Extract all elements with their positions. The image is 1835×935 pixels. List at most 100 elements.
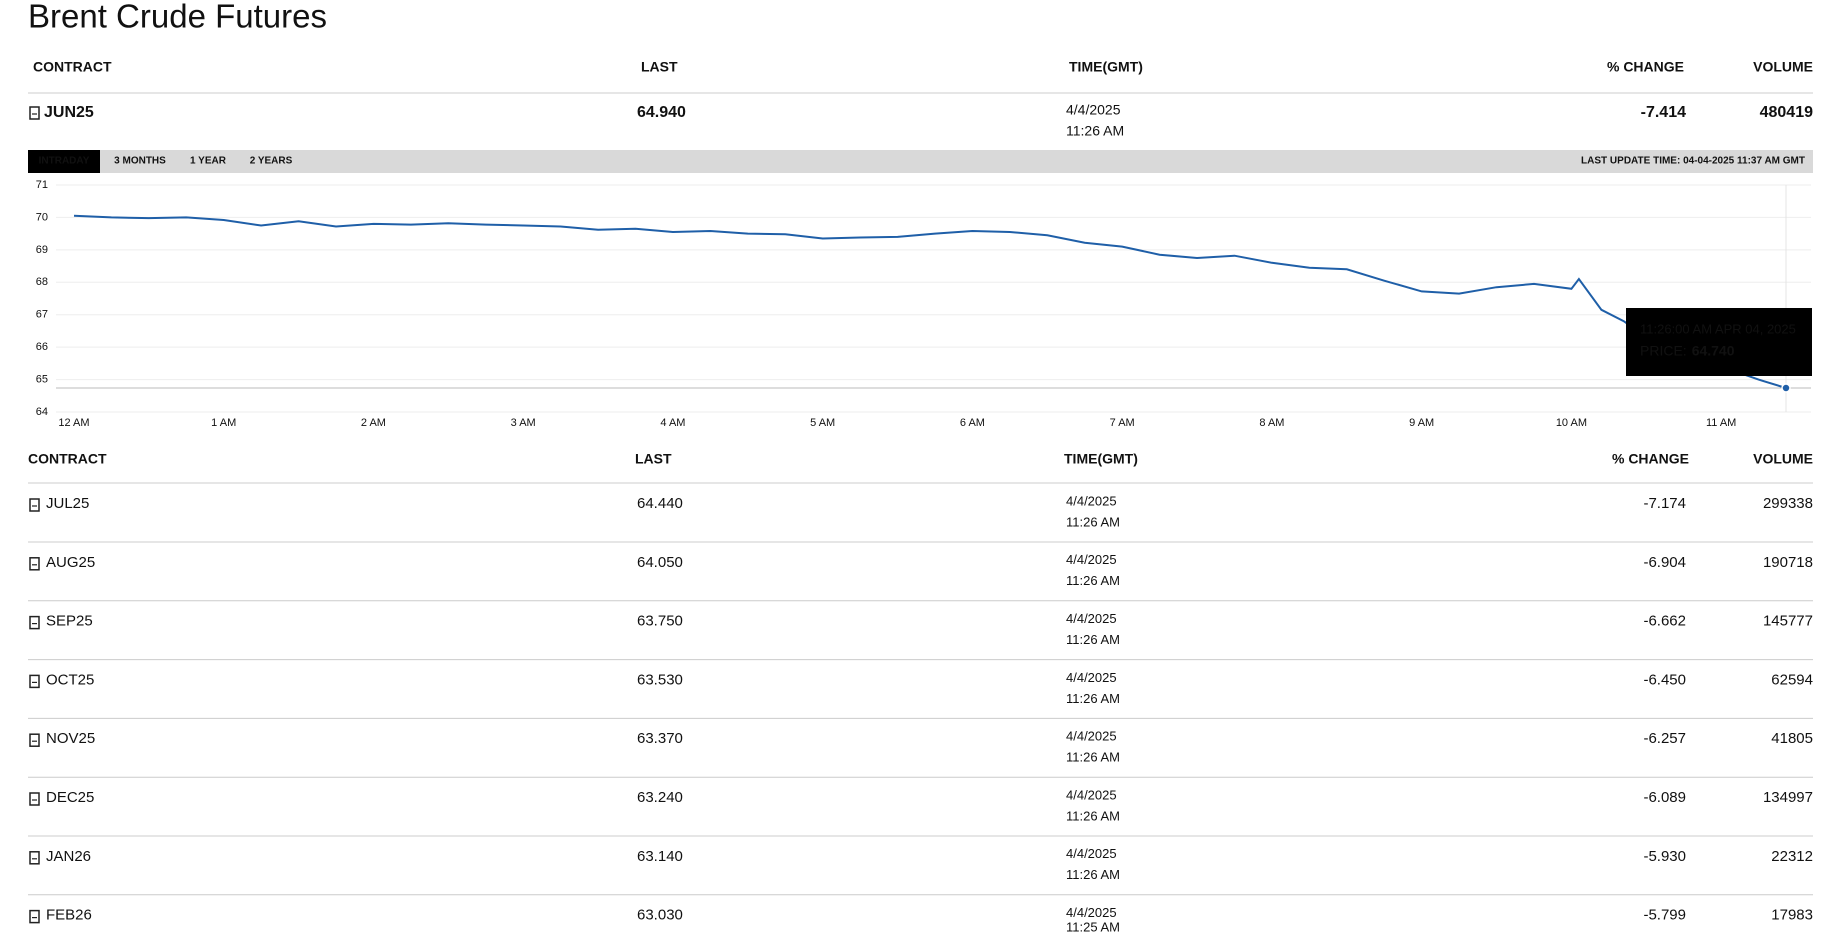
last-price: 64.050 — [637, 554, 683, 571]
y-tick-label: 66 — [36, 341, 48, 353]
chart-tab[interactable]: 1 YEAR — [190, 156, 227, 167]
column-header: TIME(GMT) — [1064, 451, 1138, 467]
trade-date: 4/4/2025 — [1066, 493, 1117, 508]
trade-date: 4/4/2025 — [1066, 611, 1117, 626]
x-tick-label: 2 AM — [361, 417, 386, 429]
column-header: VOLUME — [1753, 451, 1813, 467]
volume: 134997 — [1763, 789, 1813, 806]
volume: 190718 — [1763, 554, 1813, 571]
x-tick-label: 12 AM — [58, 417, 89, 429]
active-tab-bg — [28, 150, 100, 173]
last-price: 63.030 — [637, 907, 683, 924]
last-price: 63.140 — [637, 848, 683, 865]
trade-time: 11:26 AM — [1066, 573, 1120, 588]
trade-time: 11:25 AM — [1066, 919, 1120, 934]
percent-change: -6.662 — [1643, 613, 1686, 630]
last-price: 63.370 — [637, 730, 683, 747]
volume: 299338 — [1763, 495, 1813, 512]
trade-time: 11:26 AM — [1066, 123, 1124, 139]
chart-tab[interactable]: 3 MONTHS — [114, 156, 166, 167]
trade-time: 11:26 AM — [1066, 808, 1120, 823]
trade-time: 11:26 AM — [1066, 750, 1120, 765]
column-header: CONTRACT — [28, 451, 107, 467]
column-header: % CHANGE — [1607, 59, 1684, 75]
trade-date: 4/4/2025 — [1066, 905, 1117, 920]
column-header: LAST — [635, 451, 672, 467]
doc-icon — [29, 557, 40, 571]
last-price: 63.750 — [637, 613, 683, 630]
x-tick-label: 3 AM — [511, 417, 536, 429]
x-tick-label: 8 AM — [1259, 417, 1284, 429]
last-price: 64.440 — [637, 495, 683, 512]
x-tick-label: 5 AM — [810, 417, 835, 429]
tooltip-label: PRICE: — [1640, 343, 1687, 359]
y-tick-label: 70 — [36, 211, 48, 223]
x-tick-label: 9 AM — [1409, 417, 1434, 429]
column-header: CONTRACT — [33, 59, 112, 75]
y-tick-label: 71 — [36, 179, 48, 191]
contract-link[interactable]: OCT25 — [46, 671, 94, 688]
page-title: Brent Crude Futures — [28, 0, 327, 35]
percent-change: -6.089 — [1643, 789, 1686, 806]
last-price: 63.530 — [637, 671, 683, 688]
y-tick-label: 64 — [36, 406, 48, 418]
tab-bar — [28, 150, 1813, 173]
trade-time: 11:26 AM — [1066, 514, 1120, 529]
trade-date: 4/4/2025 — [1066, 552, 1117, 567]
doc-icon — [29, 909, 40, 924]
trade-time: 11:26 AM — [1066, 691, 1120, 706]
trade-time: 11:26 AM — [1066, 632, 1120, 647]
column-header: LAST — [641, 59, 678, 75]
doc-icon — [29, 733, 40, 747]
chart-tab[interactable]: 2 YEARS — [250, 156, 293, 167]
hover-point — [1781, 383, 1791, 393]
doc-icon — [29, 615, 40, 630]
volume: 480419 — [1760, 104, 1813, 121]
percent-change: -5.799 — [1643, 907, 1686, 924]
price-line — [73, 214, 1787, 389]
volume: 22312 — [1771, 848, 1813, 865]
contract-link[interactable]: JUN25 — [44, 104, 94, 121]
last-price: 64.940 — [637, 104, 686, 121]
trade-date: 4/4/2025 — [1066, 846, 1117, 861]
x-tick-label: 4 AM — [660, 417, 685, 429]
percent-change: -6.257 — [1643, 730, 1686, 747]
contract-link[interactable]: JAN26 — [46, 848, 91, 865]
volume: 145777 — [1763, 613, 1813, 630]
y-tick-label: 68 — [36, 276, 48, 288]
y-tick-label: 67 — [36, 309, 48, 321]
last-update: LAST UPDATE TIME: 04-04-2025 11:37 AM GM… — [1581, 156, 1805, 167]
volume: 17983 — [1771, 907, 1813, 924]
percent-change: -7.174 — [1643, 495, 1686, 512]
column-header: VOLUME — [1753, 59, 1813, 75]
column-header: TIME(GMT) — [1069, 59, 1143, 75]
tooltip-box — [1626, 308, 1812, 376]
contract-link[interactable]: AUG25 — [46, 554, 95, 571]
volume: 41805 — [1771, 730, 1813, 747]
x-tick-label: 11 AM — [1706, 417, 1736, 429]
trade-date: 4/4/2025 — [1066, 729, 1117, 744]
contract-link[interactable]: SEP25 — [46, 613, 93, 630]
tooltip-time: 11:26:00 AM APR 04, 2025 — [1640, 321, 1796, 336]
trade-date: 4/4/2025 — [1066, 670, 1117, 685]
x-tick-label: 10 AM — [1556, 417, 1587, 429]
tooltip-price: 64.740 — [1692, 343, 1735, 359]
trade-date: 4/4/2025 — [1066, 787, 1117, 802]
contract-link[interactable]: NOV25 — [46, 730, 95, 747]
trade-time: 11:26 AM — [1066, 867, 1120, 882]
contract-link[interactable]: DEC25 — [46, 789, 94, 806]
contract-link[interactable]: FEB26 — [46, 907, 92, 924]
percent-change: -6.450 — [1643, 671, 1686, 688]
y-tick-label: 65 — [36, 373, 48, 385]
chart-tab[interactable]: INTRADAY — [39, 156, 90, 167]
percent-change: -7.414 — [1641, 104, 1686, 121]
contract-link[interactable]: JUL25 — [46, 495, 89, 512]
y-tick-label: 69 — [36, 244, 48, 256]
last-price: 63.240 — [637, 789, 683, 806]
doc-icon — [29, 792, 40, 806]
doc-icon — [29, 674, 40, 689]
x-tick-label: 6 AM — [960, 417, 985, 429]
doc-icon — [29, 106, 40, 120]
